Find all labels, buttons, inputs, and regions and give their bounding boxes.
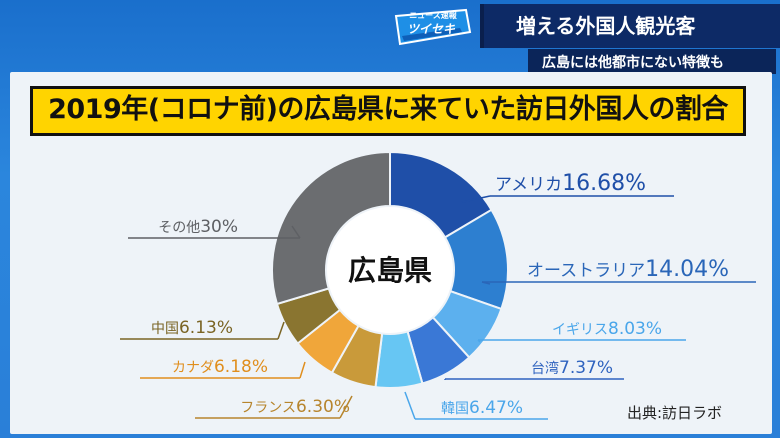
headline: 増える外国人観光客 [516,14,696,38]
source-note: 出典:訪日ラボ [627,404,723,422]
subheadline: 広島には他都市にない特徴も [542,55,724,71]
center-label: 広島県 [348,254,432,287]
slice-value: 6.47% [469,398,523,418]
slice-name: 台湾 [531,360,559,377]
slice-value: 6.13% [179,318,233,338]
pie-slice-9 [271,150,391,306]
donut-hole [327,207,453,333]
slice-label-5: 韓国6.47% [441,398,523,418]
logo-small-text: ニュース速報 [409,11,457,20]
chart-title-bar [30,86,746,136]
leader-line-1 [461,195,491,203]
leader-line-7 [299,361,306,379]
slice-name: 中国 [151,321,179,337]
slice-name: 韓国 [441,401,469,417]
slice-value: 16.68% [562,171,646,196]
leader-line-6 [339,395,353,419]
slice-name: イギリス [552,322,608,338]
slice-value: 14.04% [645,257,729,282]
slice-label-3: イギリス8.03% [552,319,662,339]
slice-name: カナダ [172,360,214,376]
slice-label-1: アメリカ16.68% [495,171,646,196]
slice-label-7: カナダ6.18% [172,357,268,377]
leader-line-9 [291,225,301,239]
slice-value: 8.03% [608,319,662,339]
slice-name: オーストラリア [527,261,645,281]
headline-box [480,4,780,48]
slice-value: 6.30% [296,397,350,417]
program-logo-icon [394,8,472,46]
slice-label-2: オーストラリア14.04% [527,257,729,282]
chart-title: 2019年(コロナ前)の広島県に来ていた訪日外国人の割合 [48,94,728,125]
slice-value: 7.37% [559,358,613,378]
slice-label-6: フランス6.30% [240,397,350,417]
slice-label-4: 台湾7.37% [531,358,613,378]
leader-line-5 [404,391,416,420]
subheadline-box [528,49,776,74]
slice-value: 6.18% [214,357,268,377]
logo-main-text: ツイセキ [406,22,455,36]
slice-name: その他 [158,220,200,236]
slice-name: アメリカ [495,175,562,195]
slice-label-8: 中国6.13% [151,318,233,338]
slice-value: 30% [200,217,238,237]
slice-label-9: その他30% [158,217,238,237]
leader-line-8 [277,321,285,340]
slice-name: フランス [240,400,296,416]
